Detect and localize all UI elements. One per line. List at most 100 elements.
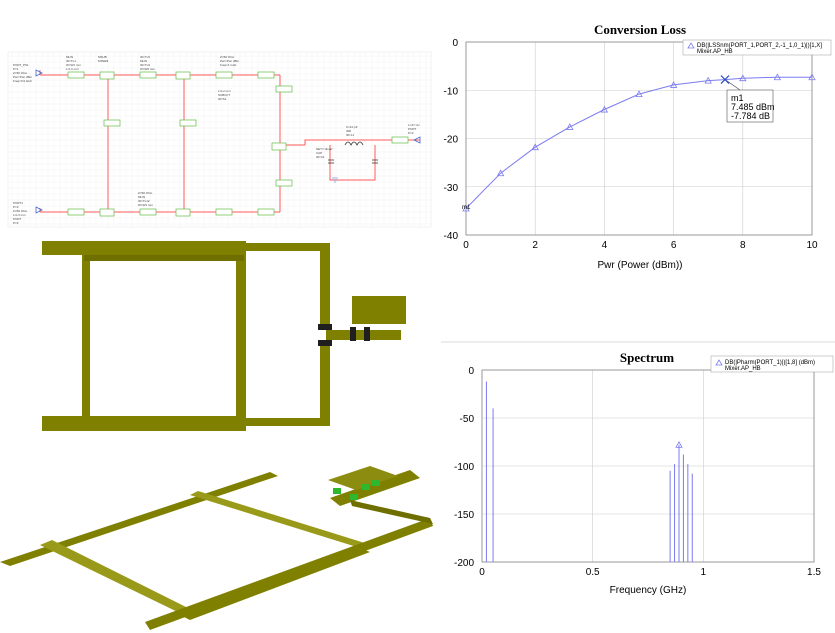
chart1-data-point: [496, 169, 505, 177]
schematic-component: [139, 71, 157, 79]
schematic-tee: [99, 208, 115, 217]
layout-diodes: [318, 324, 370, 346]
chart2-grid: [481, 369, 815, 563]
schematic-label: ID=C1: [316, 155, 325, 159]
chart1-data-point: [704, 76, 712, 84]
x-tick-label: 6: [671, 240, 677, 251]
x-tick-label: 10: [806, 240, 818, 251]
schematic-component: [257, 71, 275, 79]
chart1-legend: DB(|LSSnm(PORT_1,PORT_2,-1_1,0_1)|)[1,X]…: [682, 39, 832, 56]
chart1-grid: [465, 41, 813, 236]
schematic-tee: [175, 71, 191, 80]
chart1-data-point: [462, 204, 470, 212]
y-tick-label: -30: [444, 183, 459, 194]
chart1-data-point: [808, 73, 816, 81]
schematic-component: [139, 208, 157, 216]
schematic-label: Pwr=Pwr dBm: [220, 59, 240, 63]
chart1-series-line: [465, 76, 812, 209]
schematic-label: C=10 pF: [346, 125, 358, 129]
chart1-points: [462, 73, 816, 212]
schematic-label: ID=L1: [346, 133, 354, 137]
chart1-data-point: [669, 81, 678, 88]
schematic-label: L=L2 mm: [218, 89, 231, 93]
schematic-component: [275, 179, 293, 187]
y-tick-label: -100: [454, 462, 474, 473]
chart2-legend-line1: DB(|Pharm(PORT_1)|)[1,8] (dBm): [725, 360, 815, 366]
layout-top-right-line: [244, 243, 330, 251]
schematic-label: CAP: [316, 151, 322, 155]
schematic-label: PORT: [408, 127, 416, 131]
chart1-title: Conversion Loss: [594, 22, 686, 37]
chart1-x-axis-label: Pwr (Power (dBm)): [597, 260, 682, 271]
x-tick-label: 8: [740, 240, 746, 251]
schematic-inductor: [344, 141, 364, 146]
schematic-tee: [99, 71, 115, 80]
layout-right-upper-stub: [320, 243, 330, 330]
layout-top-shadow: [84, 255, 244, 261]
iso-line-g: [350, 500, 433, 524]
schematic-label: PORT1: [13, 201, 23, 205]
marker-y-value: -7.784 dB: [731, 111, 770, 121]
schematic-component: [215, 208, 233, 216]
iso-line-b: [40, 540, 200, 618]
schematic-label: Freq=0.9 GHz: [13, 79, 32, 83]
chart1-x-ticks: 0 2 4 6 8 10: [463, 240, 818, 251]
layout-left-stub: [82, 241, 90, 431]
schematic-label: MLIN: [138, 195, 145, 199]
schematic-label: MTEE$: [98, 59, 108, 63]
marker-x-value: 7.485 dBm: [731, 102, 775, 112]
iso-components: [333, 480, 380, 500]
x-tick-label: 1.5: [807, 567, 821, 578]
x-tick-label: 4: [602, 240, 608, 251]
chart1-plot-frame: [465, 41, 813, 236]
chart1-data-point: [566, 123, 574, 130]
schematic-label: ID=TL5: [140, 55, 150, 59]
schematic-label: MSUB: [98, 55, 107, 59]
chart2-legend-line2: Mixer.AP_HB: [725, 366, 761, 372]
spectrum-peak-marker: [675, 441, 683, 448]
schematic-label: P=1: [13, 67, 19, 71]
schematic-label: L=L3 mm: [13, 213, 26, 217]
iso-line-a: [0, 472, 278, 566]
x-tick-label: 1: [701, 567, 707, 578]
schematic-label: ID=TL12: [138, 199, 150, 203]
y-tick-label: -50: [460, 414, 475, 425]
chart1-y-ticks: 0 -10 -20 -30 -40: [444, 38, 459, 242]
iso-pad: [328, 466, 398, 490]
layout-cap-pad: [352, 296, 406, 324]
layout-bottom-line: [42, 416, 244, 431]
iso-line-d: [190, 491, 368, 548]
schematic-label: Freq=1 GHz: [220, 63, 237, 67]
schematic-component: [391, 136, 409, 144]
schematic-grid: [8, 52, 431, 227]
x-tick-label: 2: [532, 240, 538, 251]
schematic-label: L=L1 mm: [66, 67, 79, 71]
marker-cross-stroke: [720, 75, 730, 84]
schematic-ground-icon: [332, 177, 338, 183]
schematic-label: W=W2 mm: [140, 67, 155, 71]
schematic-label: NET="diode": [316, 147, 333, 151]
schematic-label: PORT: [13, 217, 21, 221]
schematic-port-icon: [35, 69, 421, 214]
chart1-data-point: [531, 143, 539, 151]
schematic-label: Z=50 Ohm: [13, 71, 28, 75]
y-tick-label: 0: [468, 366, 474, 377]
y-tick-label: -20: [444, 135, 459, 146]
schematic-component: [257, 208, 275, 216]
schematic-label: MLIN: [66, 55, 73, 59]
schematic-label: Z=50 Ohm: [220, 55, 235, 59]
schematic-component: [215, 71, 233, 79]
schematic-label: IND: [346, 129, 352, 133]
schematic-component: [67, 208, 85, 216]
schematic-label: PORT_PS1: [13, 63, 29, 67]
schematic-label: W=W1 mm: [138, 203, 153, 207]
schematic-label: P=3: [13, 221, 19, 225]
legend-triangle-icon: [687, 42, 695, 49]
chart1-legend-line1: DB(|LSSnm(PORT_1,PORT_2,-1_1,0_1)|)[1,X]: [697, 43, 822, 49]
schematic-label: SUBCKT: [218, 93, 230, 97]
chart1-data-point: [600, 105, 609, 113]
y-tick-label: -40: [444, 231, 459, 242]
chart2-x-ticks: 0 0.5 1 1.5: [479, 567, 821, 578]
